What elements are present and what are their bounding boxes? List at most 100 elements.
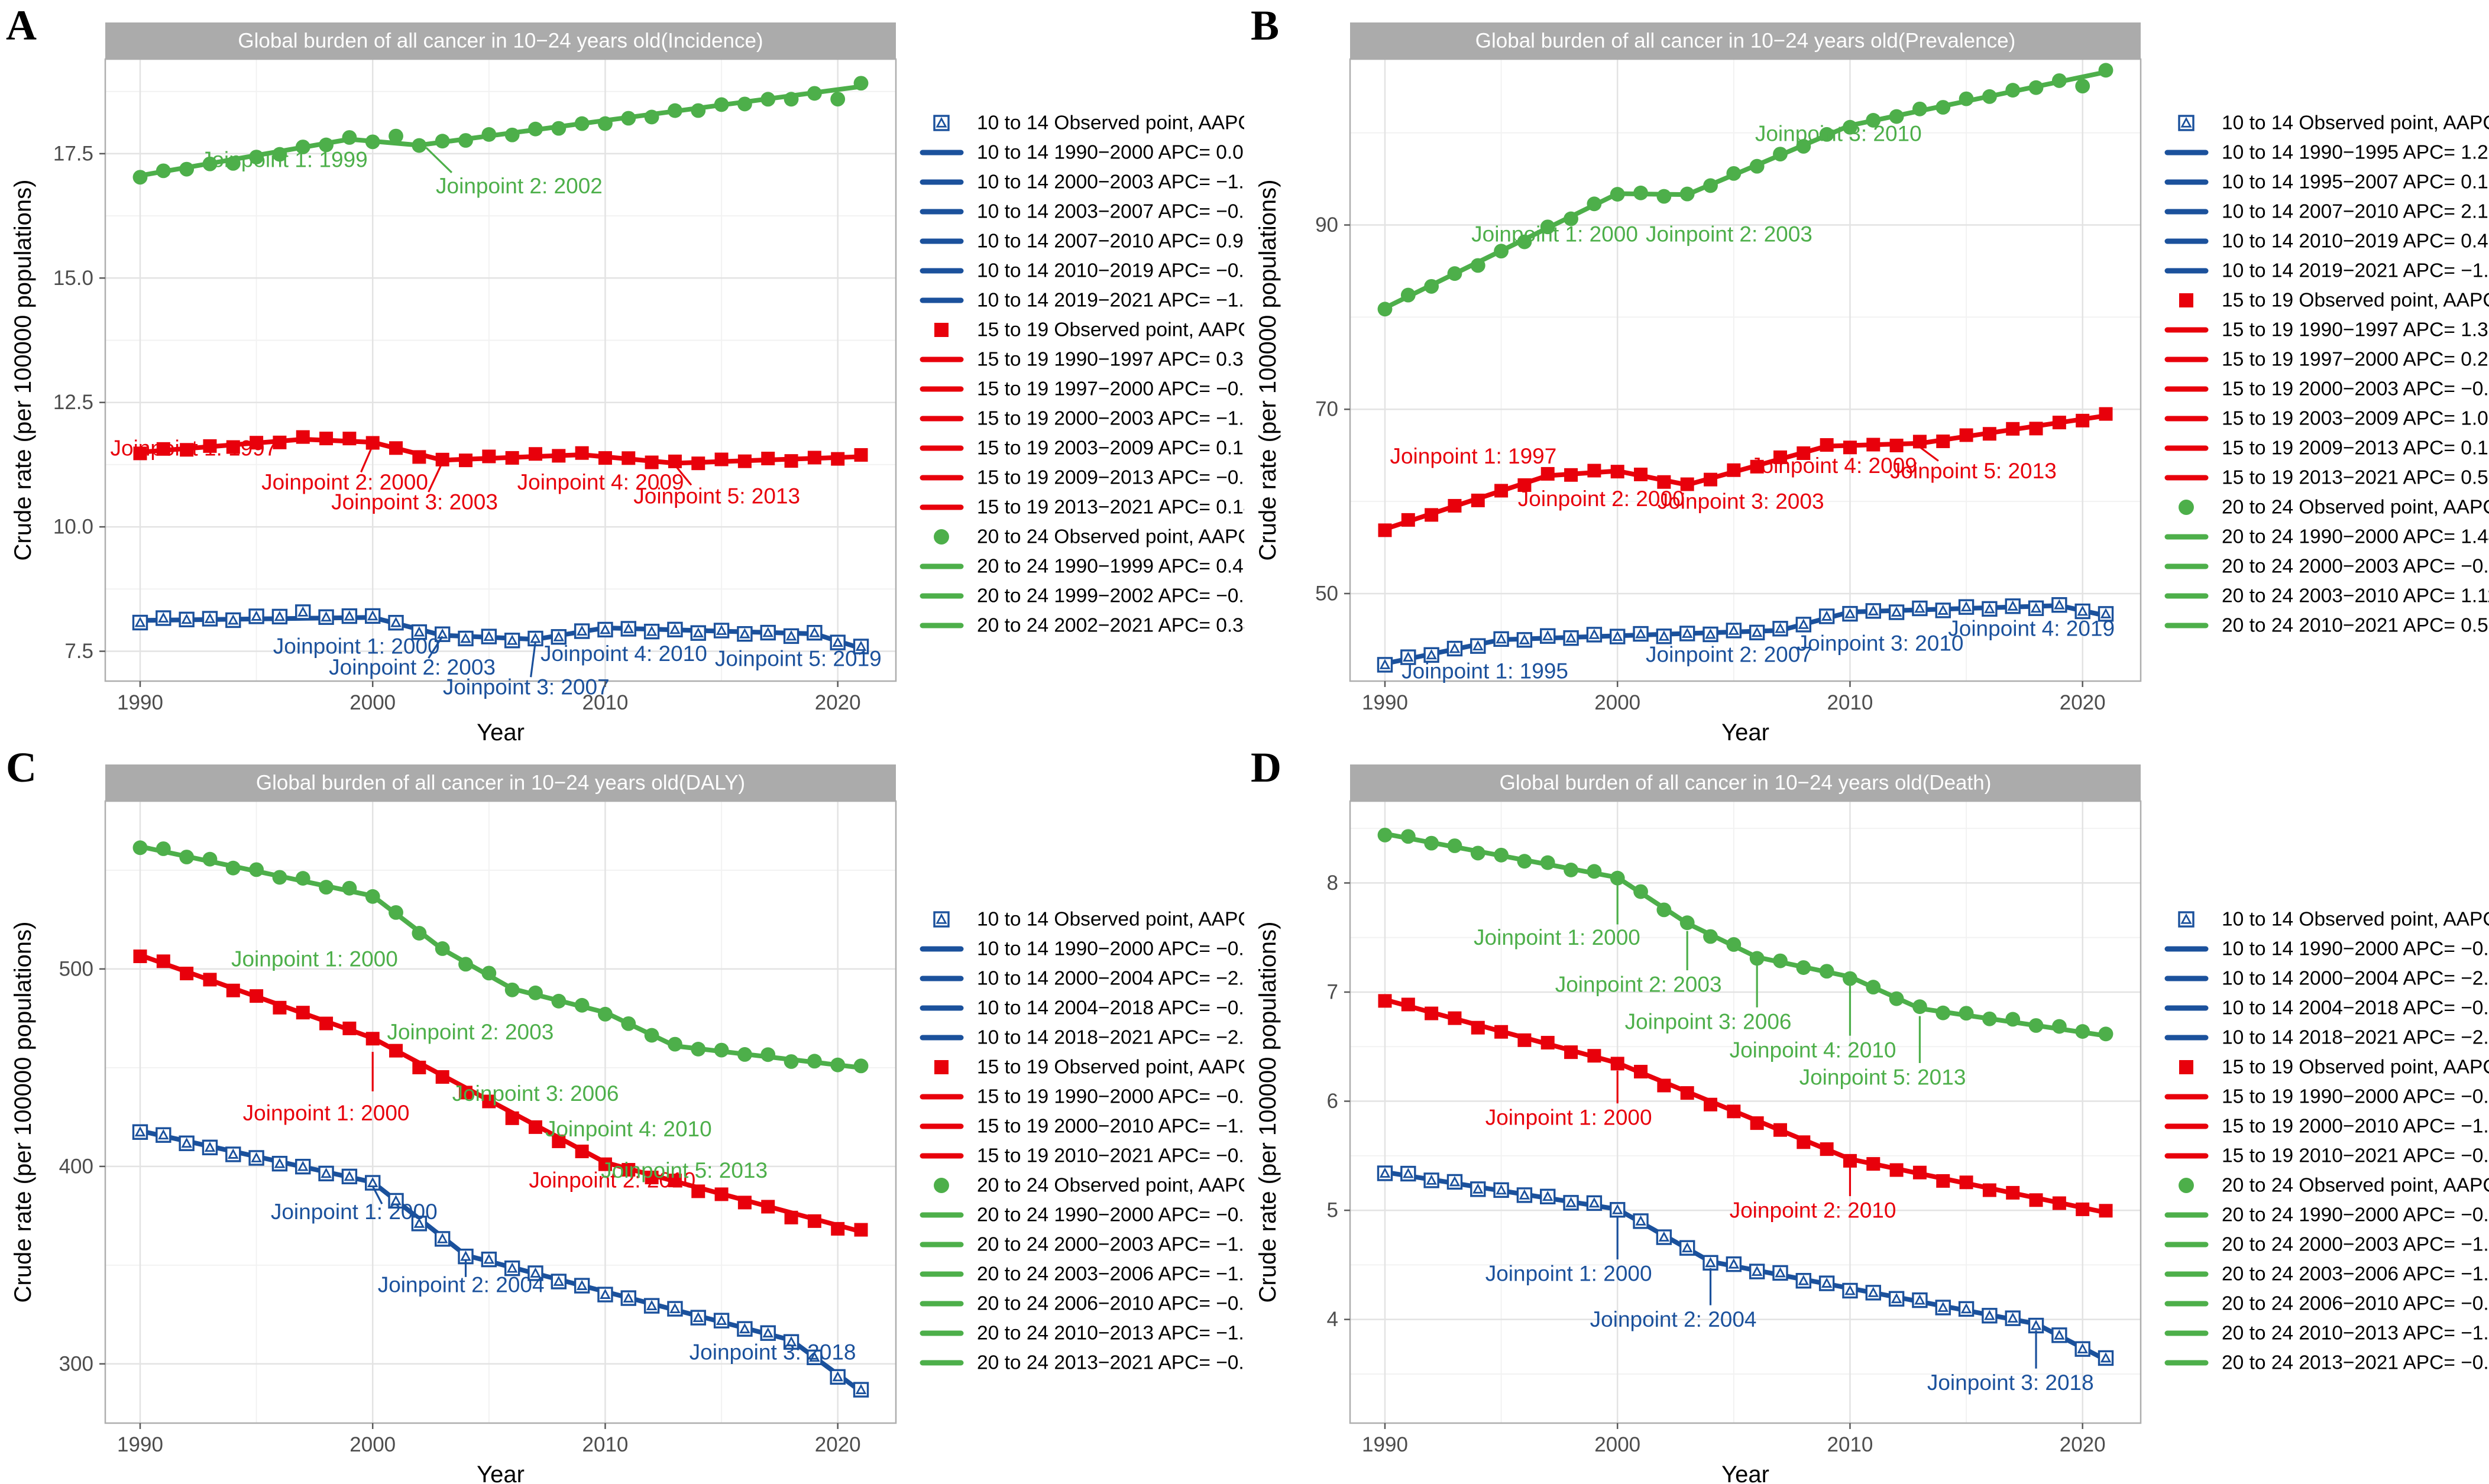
x-tick-label: 2020 bbox=[815, 691, 861, 714]
observed-point-triangle bbox=[692, 1311, 704, 1323]
joinpoint-leader bbox=[428, 636, 444, 659]
y-tick-label: 15.0 bbox=[53, 267, 93, 290]
observed-point-triangle bbox=[1449, 1176, 1461, 1187]
observed-point bbox=[273, 1000, 287, 1015]
legend-label: 20 to 24 2013−2021 APC= −0.31* bbox=[977, 1352, 1244, 1374]
observed-point-triangle bbox=[2180, 913, 2192, 924]
observed-point bbox=[2028, 80, 2044, 95]
observed-point bbox=[574, 116, 590, 131]
panel-title: Global burden of all cancer in 10−24 yea… bbox=[1475, 30, 2015, 53]
observed-point bbox=[1797, 446, 1811, 460]
observed-point bbox=[934, 1060, 949, 1074]
observed-point-triangle bbox=[1705, 628, 1716, 639]
observed-point bbox=[435, 941, 450, 956]
observed-point bbox=[2005, 1012, 2021, 1027]
joinpoint-label: Joinpoint 1: 2000 bbox=[273, 634, 440, 659]
observed-point bbox=[1680, 1086, 1694, 1100]
observed-point bbox=[761, 1200, 775, 1214]
observed-point bbox=[365, 134, 380, 150]
observed-point bbox=[482, 1094, 496, 1109]
panel-title: Global burden of all cancer in 10−24 yea… bbox=[256, 772, 745, 795]
observed-point bbox=[2178, 115, 2195, 131]
observed-point bbox=[1982, 1011, 1997, 1026]
observed-point bbox=[1773, 953, 1788, 968]
observed-point bbox=[1750, 1116, 1764, 1130]
observed-point bbox=[1773, 450, 1787, 464]
observed-point bbox=[319, 1016, 334, 1031]
observed-point bbox=[934, 323, 949, 337]
annotations-20-to-24: Joinpoint 1: 1999 Joinpoint 2: 2002 bbox=[201, 147, 603, 198]
series-20-to-24 bbox=[1377, 827, 2113, 1042]
y-axis-title: Crude rate (per 100000 populations) bbox=[1255, 180, 1281, 561]
joinpoint-label: Joinpoint 3: 2018 bbox=[690, 1340, 856, 1364]
observed-point bbox=[1982, 1183, 1996, 1197]
observed-point bbox=[412, 450, 426, 464]
legend-label: 20 to 24 2010−2021 APC= 0.52* bbox=[2222, 615, 2489, 637]
observed-point-triangle bbox=[134, 1126, 146, 1137]
observed-point-triangle bbox=[762, 627, 773, 637]
observed-point bbox=[1749, 951, 1765, 966]
observed-point bbox=[761, 451, 775, 465]
observed-point-triangle bbox=[855, 640, 867, 651]
x-tick-label: 2020 bbox=[2060, 691, 2106, 714]
observed-point bbox=[2075, 79, 2090, 94]
observed-point bbox=[574, 997, 590, 1013]
observed-point-triangle bbox=[1821, 1277, 1833, 1288]
observed-point-triangle bbox=[1658, 630, 1670, 641]
observed-point bbox=[365, 436, 380, 450]
observed-point-triangle bbox=[1821, 610, 1833, 621]
observed-point bbox=[691, 1042, 706, 1057]
observed-point bbox=[389, 128, 403, 144]
observed-point bbox=[1912, 1165, 1927, 1180]
observed-point-triangle bbox=[530, 1267, 541, 1278]
observed-point bbox=[1889, 1163, 1904, 1177]
observed-point-triangle bbox=[1449, 643, 1461, 653]
observed-point-triangle bbox=[158, 612, 169, 623]
observed-point bbox=[295, 871, 310, 886]
joinpoint-label: Joinpoint 4: 2010 bbox=[545, 1117, 712, 1141]
x-tick-label: 1990 bbox=[1362, 1433, 1408, 1456]
observed-point bbox=[2029, 422, 2043, 436]
observed-point bbox=[365, 889, 380, 904]
observed-point bbox=[1704, 1097, 1718, 1112]
joinpoint-label: Joinpoint 1: 1999 bbox=[201, 148, 368, 172]
observed-point bbox=[504, 127, 520, 142]
observed-point bbox=[831, 1221, 845, 1236]
observed-point bbox=[1773, 147, 1788, 162]
observed-point-triangle bbox=[1519, 1189, 1530, 1200]
observed-point bbox=[2051, 73, 2067, 88]
joinpoint-label: Joinpoint 3: 2010 bbox=[1797, 631, 1964, 656]
panel-title-bar bbox=[1350, 764, 2141, 801]
observed-point-triangle bbox=[1984, 1310, 1995, 1320]
legend-label: 20 to 24 2003−2006 APC= −1.38* bbox=[2222, 1263, 2489, 1285]
observed-point bbox=[1378, 523, 1392, 537]
observed-point bbox=[389, 441, 403, 455]
observed-point-triangle bbox=[1751, 1265, 1763, 1276]
observed-point bbox=[179, 850, 195, 864]
legend-label: 10 to 14 2004−2018 APC= −0.92* bbox=[977, 997, 1244, 1019]
observed-point bbox=[645, 1171, 659, 1185]
observed-point-triangle bbox=[1426, 649, 1437, 660]
observed-point bbox=[225, 860, 241, 876]
observed-point-triangle bbox=[1798, 618, 1810, 629]
observed-point-triangle bbox=[692, 627, 704, 638]
observed-point-triangle bbox=[855, 1383, 867, 1394]
observed-point bbox=[2179, 1060, 2193, 1074]
observed-point-triangle bbox=[2054, 1329, 2065, 1340]
observed-point-triangle bbox=[413, 1217, 425, 1228]
observed-point-triangle bbox=[134, 617, 146, 627]
observed-point bbox=[1401, 997, 1415, 1012]
joinpoint-label: Joinpoint 3: 2018 bbox=[1927, 1370, 2094, 1395]
observed-point bbox=[1819, 127, 1834, 142]
observed-point-triangle bbox=[158, 1129, 169, 1140]
observed-point bbox=[1819, 964, 1834, 979]
observed-point bbox=[203, 973, 217, 987]
observed-point bbox=[1540, 1036, 1555, 1050]
observed-point bbox=[528, 121, 543, 137]
joinpoint-label: Joinpoint 2: 2010 bbox=[1730, 1198, 1896, 1223]
observed-point-triangle bbox=[460, 633, 471, 643]
observed-point bbox=[1866, 980, 1881, 995]
observed-point bbox=[319, 137, 334, 153]
observed-point-triangle bbox=[274, 611, 286, 621]
